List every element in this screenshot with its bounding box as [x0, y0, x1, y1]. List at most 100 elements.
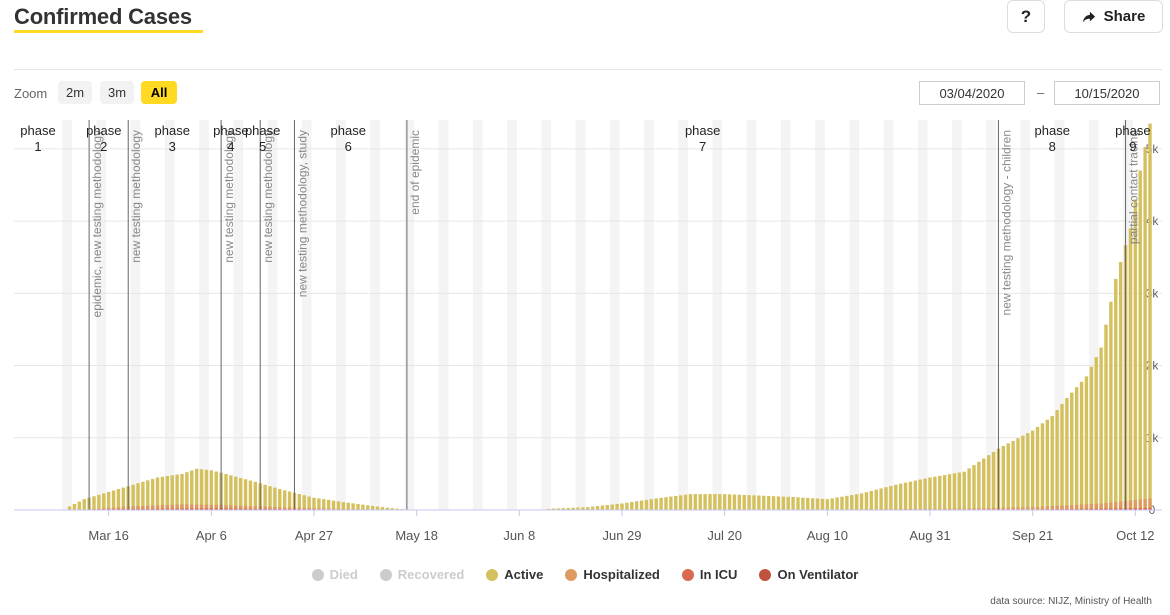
active-bar — [1089, 366, 1094, 510]
hospitalized-bar — [97, 508, 101, 510]
active-bar — [1109, 301, 1113, 510]
hospitalized-bar — [155, 505, 160, 510]
phase-label: phase — [331, 123, 366, 138]
weekend-band — [815, 120, 825, 510]
active-bar — [72, 503, 77, 510]
legend-on-ventilator-swatch — [759, 568, 772, 581]
active-bar — [815, 498, 820, 510]
hospitalized-bar — [1094, 503, 1098, 510]
active-bar — [204, 469, 209, 510]
active-bar — [884, 487, 888, 510]
active-bar — [209, 470, 214, 510]
icu-bar — [1089, 508, 1094, 510]
phase-label: phase — [1115, 123, 1150, 138]
active-bar — [977, 461, 981, 510]
date-from-input[interactable]: 03/04/2020 — [919, 81, 1025, 105]
hospitalized-bar — [982, 508, 986, 510]
title-underline — [14, 30, 203, 33]
active-bar — [1143, 147, 1147, 511]
active-bar — [273, 487, 277, 510]
hospitalized-bar — [234, 505, 238, 510]
zoom-3m-button[interactable]: 3m — [100, 81, 134, 104]
icu-bar — [1065, 508, 1069, 510]
weekend-band — [438, 120, 449, 510]
active-bar — [190, 470, 194, 510]
legend-recovered[interactable]: Recovered — [379, 567, 464, 582]
active-bar — [224, 474, 228, 510]
date-to-input[interactable]: 10/15/2020 — [1054, 81, 1160, 105]
phase-number: 5 — [259, 139, 266, 154]
phase-label: phase — [20, 123, 55, 138]
active-bar — [82, 499, 86, 510]
hospitalized-bar — [199, 504, 204, 510]
hospitalized-bar — [307, 507, 311, 510]
weekend-band — [96, 120, 107, 510]
active-bar — [551, 508, 556, 510]
active-bar — [747, 495, 751, 510]
weekend-band — [917, 120, 928, 510]
active-bar — [385, 507, 390, 510]
legend-in-icu-label: In ICU — [699, 567, 738, 582]
hospitalized-bar — [1070, 505, 1074, 510]
legend-hospitalized[interactable]: Hospitalized — [565, 567, 660, 582]
active-bar — [1030, 430, 1035, 510]
active-bar — [820, 498, 825, 510]
active-bar — [238, 477, 243, 510]
active-bar — [737, 494, 742, 510]
icu-bar — [146, 508, 150, 510]
zoom-all-button[interactable]: All — [141, 81, 177, 104]
y-tick-label: 1k — [1146, 431, 1160, 445]
x-tick-label: May 18 — [395, 528, 438, 543]
x-tick-label: Aug 31 — [909, 528, 950, 543]
active-bar — [718, 494, 722, 510]
legend-active[interactable]: Active — [486, 567, 543, 582]
active-bar — [894, 484, 898, 510]
hospitalized-bar — [1084, 504, 1089, 510]
legend-in-icu[interactable]: In ICU — [681, 567, 738, 582]
active-bar — [982, 458, 986, 510]
phase-label: phase — [245, 123, 280, 138]
x-tick-label: Sep 21 — [1012, 528, 1053, 543]
hospitalized-bar — [248, 506, 253, 510]
hospitalized-bar — [268, 506, 272, 510]
annotation-label: partial contact tracing — [1127, 130, 1141, 244]
weekend-band — [952, 120, 962, 510]
active-bar — [918, 479, 922, 510]
hospitalized-bar — [1109, 502, 1113, 510]
hospitalized-bar — [131, 506, 135, 510]
hospitalized-bar — [1114, 501, 1118, 510]
hospitalized-bar — [106, 507, 111, 510]
active-bar — [160, 476, 165, 510]
active-bar — [375, 506, 380, 510]
icu-bar — [209, 508, 214, 510]
active-bar — [1065, 398, 1069, 510]
icu-bar — [185, 508, 189, 510]
icu-bar — [234, 508, 238, 510]
weekend-band — [130, 120, 141, 510]
hospitalized-bar — [170, 504, 174, 510]
active-bar — [116, 489, 121, 510]
hospitalized-bar — [136, 505, 140, 510]
hospitalized-bar — [214, 504, 218, 510]
legend-on-ventilator[interactable]: On Ventilator — [759, 567, 858, 582]
weekend-band — [849, 120, 860, 510]
legend-died[interactable]: Died — [311, 567, 358, 582]
active-bar — [1148, 123, 1152, 510]
x-tick-label: Jun 8 — [503, 528, 535, 543]
icu-bar — [263, 508, 267, 510]
icu-bar — [175, 508, 179, 510]
zoom-2m-button[interactable]: 2m — [58, 81, 92, 104]
phase-label: phase — [1035, 123, 1070, 138]
legend-active-swatch — [486, 568, 499, 581]
share-button[interactable]: Share — [1064, 0, 1163, 33]
active-bar — [1055, 410, 1059, 510]
active-bar — [610, 504, 614, 510]
active-bar — [150, 478, 155, 510]
active-bar — [669, 496, 673, 510]
active-bar — [957, 472, 962, 510]
help-button[interactable]: ? — [1007, 0, 1045, 33]
icu-bar — [1109, 508, 1113, 510]
x-tick-label: Jul 20 — [707, 528, 742, 543]
active-bar — [962, 471, 966, 510]
hospitalized-bar — [116, 507, 121, 510]
